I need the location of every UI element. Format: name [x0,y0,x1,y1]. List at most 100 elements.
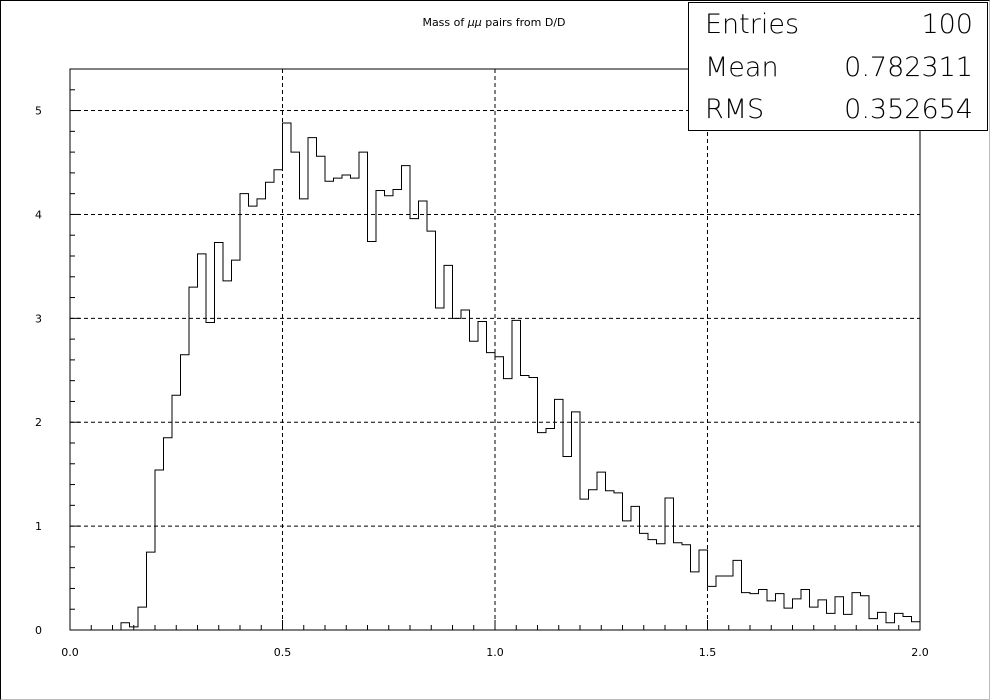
histogram-bin [495,357,504,630]
histogram-bin [699,550,708,630]
histogram-bin [742,593,751,630]
stats-value-mean: 0.782311 [844,52,973,83]
histogram-bin [419,201,428,630]
y-tick-label: 5 [35,105,42,118]
histogram-bin [385,196,394,630]
histogram-bin [878,612,887,630]
histogram-bin [869,619,878,630]
histogram-bin [716,576,725,630]
histogram-bin [138,607,147,630]
stats-label-entries: Entries [705,9,800,40]
histogram-bin [487,353,496,630]
histogram-bin [852,593,861,630]
histogram-bin [725,576,734,630]
histogram-bin [674,543,683,630]
histogram-bin [444,265,453,630]
histogram-bin [274,170,283,630]
histogram-bin [648,540,657,630]
histogram-bin [844,614,853,630]
histogram-bin [733,560,742,630]
histogram-bin [793,599,802,630]
y-tick-label: 1 [35,520,42,533]
histogram-bin [597,472,606,630]
histogram-bin [546,428,555,630]
stats-row-rms: RMS 0.352654 [689,94,987,134]
histogram-bin [827,613,836,630]
x-tick-label: 0.5 [274,646,292,659]
histogram-bin [155,470,164,630]
histogram-bin [563,457,572,630]
histogram-bin [291,152,300,630]
histogram-bin [334,178,343,630]
histogram-bin [342,175,351,630]
y-tick-label: 0 [35,624,42,637]
stats-value-entries: 100 [921,9,973,40]
histogram-bin [521,375,530,630]
histogram-bin [691,572,700,630]
histogram-bin [886,623,895,630]
histogram-bin [249,206,258,630]
histogram-bin [283,123,292,630]
histogram-bin [512,320,521,630]
histogram-bin [580,499,589,630]
y-tick-label: 3 [35,312,42,325]
axis-ticks [69,68,921,631]
histogram-bin [538,433,547,630]
histogram-bin [555,399,564,630]
histogram-bin [223,281,232,630]
histogram-bin [657,544,666,630]
histogram-bin [325,181,334,630]
histogram-bin [606,491,615,630]
x-tick-label: 2.0 [911,646,929,659]
histogram-bin [232,260,241,630]
x-tick-label: 0.0 [61,646,79,659]
histogram-bin [206,322,215,630]
histogram-bin [359,152,368,630]
histogram-bin [776,594,785,630]
histogram-bin [189,287,198,630]
histogram-bin [215,242,224,630]
chart-title-symbol: μμ [467,16,482,29]
histogram-bin [240,194,249,630]
histogram-bin [784,608,793,630]
histogram-bin [861,596,870,630]
histogram-bin [376,191,385,630]
histogram-bin [470,341,479,630]
histogram-bin [801,589,810,630]
chart-title: Mass of μμ pairs from D/D [422,16,565,29]
histogram-bin [818,600,827,630]
x-tick-label: 1.0 [486,646,504,659]
histogram-bin [614,493,623,630]
histogram-bin [317,156,326,630]
x-tick-label: 1.5 [699,646,717,659]
chart-title-prefix: Mass of [422,16,467,29]
histogram-bin [682,545,691,630]
histogram-bin [351,178,360,630]
histogram-bin [453,318,462,630]
histogram-bin [759,589,768,630]
histogram-bin [529,378,538,630]
histogram-bin [402,166,411,630]
stats-value-rms: 0.352654 [844,94,973,125]
grid-lines [70,69,920,630]
histogram-bins [121,123,920,630]
histogram-bin [631,506,640,630]
histogram-bin [308,138,317,630]
histogram-outline [70,122,921,631]
histogram-bin [393,190,402,630]
histogram-bin [750,594,759,630]
histogram-bin [708,586,717,630]
histogram-bin [427,231,436,630]
histogram-bin [589,490,598,630]
histogram-bin [164,438,173,630]
chart-title-suffix: pairs from D/D [482,16,566,29]
histogram-bin [623,521,632,630]
histogram-bin [436,308,445,630]
y-tick-label: 4 [35,208,42,221]
histogram-bin [147,552,156,630]
histogram-bin [461,310,470,630]
y-tick-label: 2 [35,416,42,429]
histogram-bin [835,597,844,630]
stats-box: Entries 100 Mean 0.782311 RMS 0.352654 [688,2,988,131]
